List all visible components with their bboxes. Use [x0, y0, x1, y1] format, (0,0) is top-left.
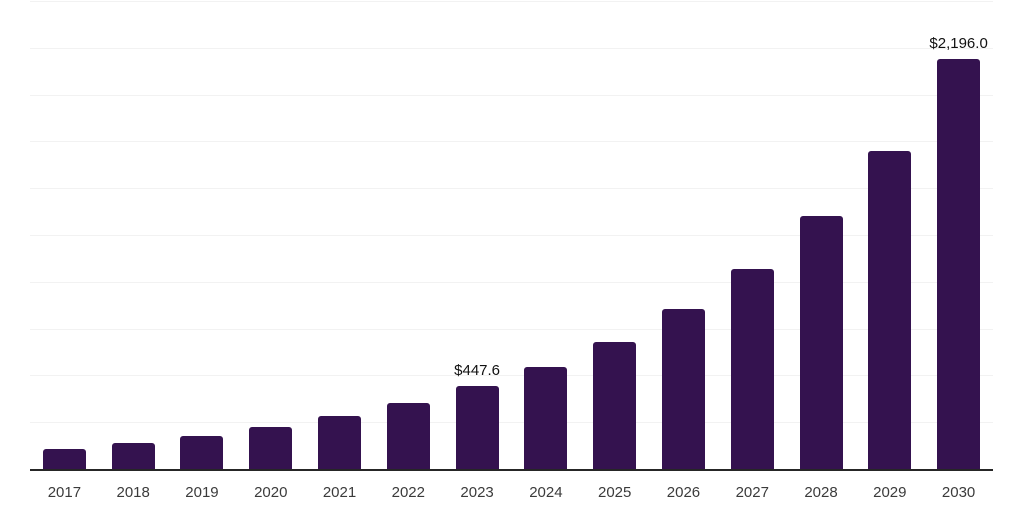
x-tick-2027: 2027 [735, 484, 769, 501]
x-tick-2019: 2019 [185, 484, 219, 501]
x-tick-2018: 2018 [116, 484, 150, 501]
x-tick-2017: 2017 [47, 484, 82, 501]
value-label-2023: $447.6 [454, 362, 501, 380]
x-axis-line [30, 469, 993, 471]
gridline-1500 [30, 188, 993, 190]
x-tick-2028: 2028 [804, 484, 838, 501]
gridline-500 [30, 375, 993, 377]
bar-2028 [799, 216, 843, 470]
gridline-1250 [30, 235, 993, 236]
x-tick-2026: 2026 [666, 484, 701, 501]
x-tick-2024: 2024 [529, 484, 563, 501]
x-axis-labels: 2017 2018 2019 2020 2021 2022 2023 2024 2025 2026… [30, 484, 993, 504]
x-tick-2022: 2022 [391, 484, 425, 501]
bar-2020 [249, 427, 293, 470]
gridline-2000 [30, 94, 993, 96]
bar-2027 [730, 268, 774, 470]
gridline-750 [30, 328, 993, 330]
bar-2021 [318, 415, 362, 470]
gridline-1000 [30, 281, 993, 283]
bar-2023 [455, 386, 499, 470]
x-tick-2030: 2030 [941, 484, 976, 501]
plot-area: $447.6 $2,196.0 [30, 1, 993, 470]
bar-2022 [386, 402, 430, 470]
gridline-2500 [30, 1, 993, 2]
x-tick-2023: 2023 [460, 484, 494, 501]
value-label-2030: $2,196.0 [929, 34, 988, 52]
x-tick-2029: 2029 [873, 484, 907, 501]
bar-2017 [42, 449, 86, 470]
x-tick-2025: 2025 [597, 484, 632, 501]
bar-2026 [661, 309, 705, 470]
x-tick-2020: 2020 [254, 484, 288, 501]
bar-2019 [180, 436, 224, 470]
bar-2018 [111, 443, 155, 470]
bar-2025 [593, 341, 637, 470]
x-tick-2021: 2021 [322, 484, 357, 501]
gridline-250 [30, 422, 993, 424]
bar-2030 [937, 58, 981, 470]
bar-2024 [524, 366, 568, 470]
gridline-1750 [30, 141, 993, 143]
bar-2029 [868, 150, 912, 470]
gridline-2250 [30, 47, 993, 49]
